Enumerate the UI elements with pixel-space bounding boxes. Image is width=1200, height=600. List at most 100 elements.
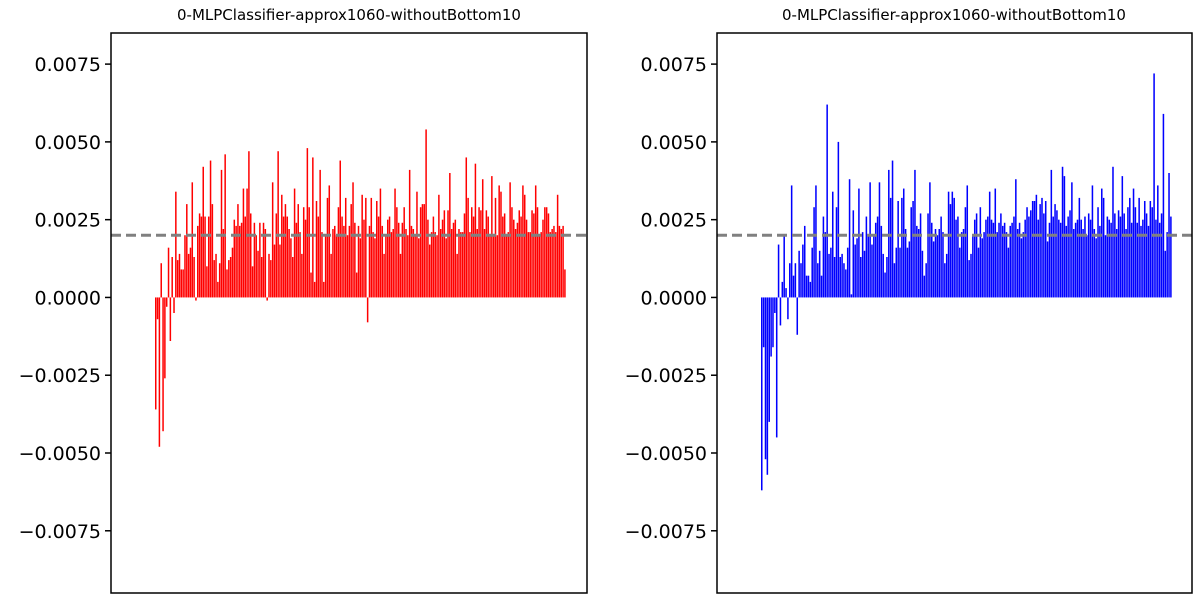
right-bar-24	[805, 275, 808, 298]
right-bar-78	[906, 247, 909, 298]
right-bar-27	[811, 247, 813, 298]
right-bar-145	[1031, 201, 1034, 298]
left-bar-76	[293, 188, 296, 298]
left-bar-69	[281, 194, 283, 298]
right-bar-73	[897, 201, 899, 298]
right-bar-67	[886, 257, 888, 298]
right-bar-79	[908, 241, 911, 298]
right-bar-48	[850, 294, 853, 298]
right-bar-12	[783, 235, 785, 298]
left-bar-168	[461, 232, 464, 298]
left-bar-46	[239, 225, 241, 298]
left-bar-202	[523, 194, 526, 298]
right-y-tick-label: −0.0075	[625, 521, 707, 543]
left-bar-164	[454, 219, 457, 298]
right-bar-11	[781, 281, 784, 298]
right-bar-93	[934, 229, 937, 298]
left-bar-114	[363, 219, 365, 298]
left-bar-15	[182, 269, 184, 298]
right-bar-23	[803, 225, 806, 298]
left-bar-103	[343, 225, 345, 298]
right-bar-62	[876, 216, 879, 298]
right-bar-139	[1020, 238, 1023, 298]
left-bar-204	[527, 232, 530, 298]
left-bar-74	[290, 238, 292, 298]
left-bar-86	[312, 157, 314, 298]
right-bar-131	[1005, 232, 1008, 298]
right-y-tick-label: 0.0075	[641, 54, 707, 76]
right-bar-103	[953, 197, 955, 298]
right-bar-29	[815, 185, 817, 298]
left-bar-96	[330, 253, 332, 298]
right-bar-140	[1022, 232, 1025, 298]
right-bar-219	[1170, 216, 1172, 298]
left-bar-185	[492, 235, 495, 298]
right-bar-97	[942, 232, 944, 298]
right-chart-panel: 0-MLPClassifier-approx1060-withoutBottom…	[625, 6, 1193, 594]
left-y-tick-label: −0.0050	[19, 443, 101, 465]
left-bar-84	[308, 207, 310, 298]
left-bar-14	[180, 269, 183, 298]
right-bar-107	[960, 232, 963, 298]
left-bar-165	[456, 253, 458, 298]
left-bar-9	[171, 257, 173, 298]
right-bar-175	[1087, 213, 1090, 298]
right-bar-21	[800, 263, 802, 298]
left-plot-area	[111, 33, 587, 593]
left-bar-85	[310, 272, 312, 298]
right-bar-159	[1058, 219, 1060, 298]
left-bar-6	[165, 297, 168, 307]
right-bar-179	[1095, 238, 1097, 298]
right-bar-2	[764, 297, 767, 460]
right-bar-60	[873, 235, 875, 298]
left-bar-83	[306, 148, 309, 298]
right-bar-59	[871, 244, 873, 298]
left-bar-42	[231, 247, 234, 298]
right-bar-35	[826, 104, 828, 298]
right-bar-167	[1072, 229, 1075, 298]
right-bar-142	[1026, 207, 1028, 298]
left-y-tick-label: −0.0025	[19, 365, 101, 387]
left-bar-224	[564, 269, 566, 298]
left-bar-1	[156, 297, 159, 320]
right-bar-147	[1035, 194, 1038, 298]
right-bar-105	[957, 216, 959, 298]
right-bar-207	[1147, 225, 1150, 298]
right-bar-138	[1018, 222, 1021, 298]
right-bar-81	[912, 201, 914, 298]
left-bar-47	[240, 222, 243, 298]
right-bar-85	[919, 213, 922, 298]
left-bar-150	[429, 244, 431, 298]
right-bar-114	[973, 219, 976, 298]
left-bar-50	[246, 188, 248, 298]
left-bar-29	[207, 216, 210, 298]
right-bar-155	[1050, 169, 1053, 298]
left-bar-143	[416, 191, 418, 298]
right-bar-143	[1028, 216, 1030, 298]
right-bar-80	[910, 207, 912, 298]
left-bar-53	[251, 266, 254, 298]
right-bar-43	[841, 253, 843, 298]
right-bar-115	[975, 213, 978, 298]
left-bar-219	[555, 232, 557, 298]
right-bar-119	[983, 232, 985, 298]
left-bar-52	[249, 213, 252, 298]
right-bar-63	[878, 182, 881, 298]
left-bar-149	[427, 219, 429, 298]
right-bar-111	[968, 260, 970, 298]
right-bar-180	[1097, 207, 1099, 298]
right-bar-176	[1089, 219, 1092, 298]
left-bar-34	[217, 281, 219, 298]
left-bar-39	[226, 269, 228, 298]
right-y-axis: 0.0075 0.0050 0.0025 0.0000 −0.0025 −0.0050 −0…	[625, 54, 717, 543]
right-y-tick-label: 0.0025	[641, 210, 707, 232]
left-bar-2	[158, 297, 161, 447]
right-bar-110	[966, 185, 969, 298]
right-bar-72	[895, 247, 898, 298]
left-bar-40	[228, 260, 230, 298]
left-bar-173	[471, 207, 473, 298]
left-bar-19	[189, 247, 192, 298]
left-bar-115	[365, 197, 367, 298]
left-bar-113	[361, 194, 363, 298]
left-bar-100	[337, 207, 340, 298]
